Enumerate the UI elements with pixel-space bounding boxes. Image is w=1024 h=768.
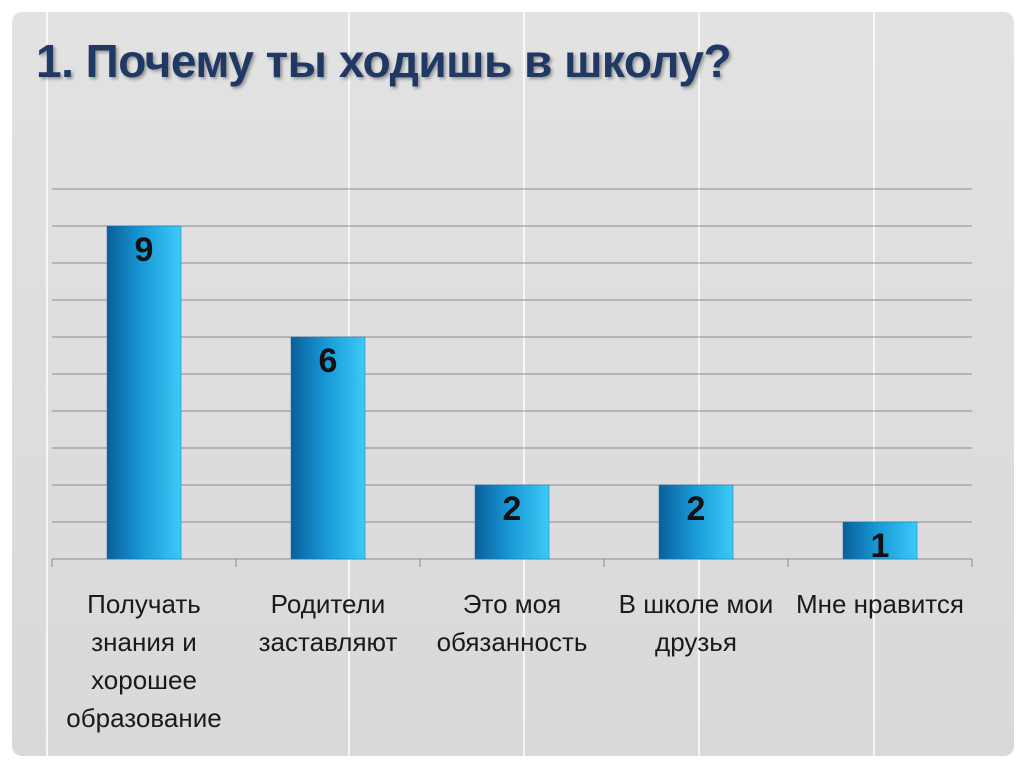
- slide-title: 1. Почему ты ходишь в школу?: [36, 35, 732, 87]
- bar: [474, 484, 550, 560]
- category-label: Родители заставляют: [259, 589, 398, 657]
- data-label: 2: [503, 490, 522, 528]
- category-label: Это моя обязанность: [437, 589, 588, 657]
- data-label: 9: [135, 231, 154, 269]
- category-label: В школе мои друзья: [619, 589, 774, 657]
- bar: [842, 521, 918, 560]
- data-label: 2: [687, 490, 706, 528]
- chart-axis: [51, 559, 973, 567]
- chart-bars: [106, 225, 918, 560]
- bar: [106, 225, 182, 560]
- category-label: Получать знания и хорошее образование: [66, 589, 221, 733]
- chart-category-labels: Получать знания и хорошее образование Родите…: [66, 589, 964, 733]
- chart-gridlines: [52, 188, 972, 560]
- data-label: 1: [871, 527, 890, 565]
- bar: [658, 484, 734, 560]
- data-label: 6: [319, 342, 338, 380]
- chart-data-labels: 9 6 2 2 1: [135, 231, 890, 565]
- bar: [290, 336, 366, 560]
- category-label: Мне нравится: [796, 589, 964, 619]
